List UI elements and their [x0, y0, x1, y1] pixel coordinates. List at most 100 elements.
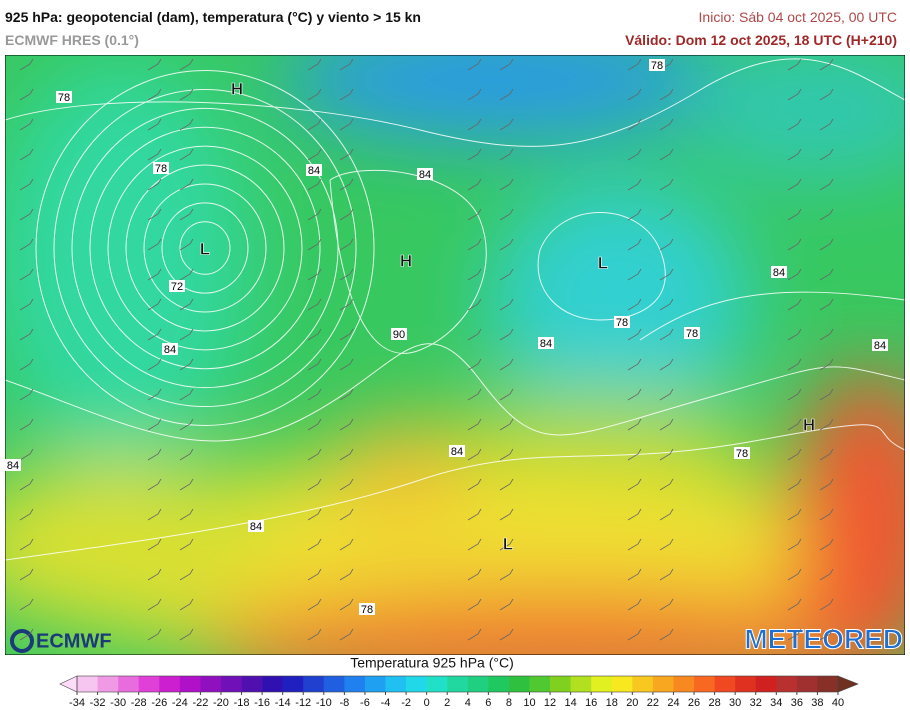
colorbar-segment	[241, 676, 263, 692]
label-bg	[649, 59, 665, 71]
colorbar-segment	[529, 676, 551, 692]
wind-barb	[307, 508, 322, 521]
contour	[537, 212, 666, 321]
wind-barb	[147, 478, 162, 491]
wind-barb	[147, 508, 162, 521]
wind-barb	[787, 178, 802, 191]
meteored-logo: METEORED	[744, 623, 903, 654]
contour-label: 78	[651, 60, 663, 72]
wind-barb	[627, 298, 642, 311]
wind-barb	[307, 328, 322, 341]
pressure-center: L	[200, 239, 210, 258]
logo-text: ECMWF	[36, 630, 112, 652]
wind-barb	[819, 478, 834, 491]
label-bg	[538, 337, 554, 349]
wind-barb	[307, 478, 322, 491]
contour-label: 84	[164, 344, 176, 356]
wind-barb	[19, 598, 34, 611]
colorbar-tick-label: 10	[523, 697, 535, 709]
pressure-center: L	[598, 253, 608, 272]
wind-barb	[659, 628, 674, 641]
colorbar-segment	[611, 676, 633, 692]
wind-barb	[147, 118, 162, 131]
wind-barb	[339, 388, 354, 401]
colorbar-tick-label: -24	[172, 697, 188, 709]
colorbar-segment	[776, 676, 798, 692]
wind-barb	[179, 328, 194, 341]
wind-barb	[819, 418, 834, 431]
contour	[329, 169, 487, 354]
wind-barb	[179, 178, 194, 191]
wind-barb	[147, 328, 162, 341]
wind-barb	[467, 148, 482, 161]
wind-barb	[467, 388, 482, 401]
contours	[5, 58, 905, 561]
colorbar-segment	[323, 676, 345, 692]
wind-barb	[147, 208, 162, 221]
wind-barb	[467, 508, 482, 521]
wind-barb	[819, 298, 834, 311]
contour-label: 84	[308, 165, 320, 177]
wind-barb	[179, 388, 194, 401]
wind-barb	[179, 88, 194, 101]
contour-label: 90	[393, 329, 405, 341]
contour-label: 78	[616, 317, 628, 329]
contour	[107, 145, 303, 351]
wind-barb	[179, 208, 194, 221]
wind-barb	[787, 598, 802, 611]
colorbar-tick-label: 38	[811, 697, 823, 709]
wind-barb	[19, 628, 34, 641]
wind-barb	[499, 508, 514, 521]
wind-barb	[627, 178, 642, 191]
colorbar-tick-label: 14	[564, 697, 576, 709]
colorbar-under	[59, 675, 78, 693]
wind-barb	[499, 448, 514, 461]
colorbar-tick-label: 6	[485, 697, 491, 709]
colorbar-tick-label: 28	[708, 697, 720, 709]
wind-barb	[467, 58, 482, 71]
colorbar-over	[837, 675, 859, 693]
contour-label: 72	[171, 281, 183, 293]
colorbar-segment	[488, 676, 510, 692]
wind-barb	[819, 538, 834, 551]
colorbar-tick-label: 12	[544, 697, 556, 709]
colorbar-tick-label: -32	[90, 697, 106, 709]
valid-time: Válido: Dom 12 oct 2025, 18 UTC (H+210)	[625, 32, 897, 48]
wind-barb	[787, 508, 802, 521]
wind-barb	[499, 118, 514, 131]
contour	[5, 424, 905, 561]
wind-barb	[819, 178, 834, 191]
wind-barb	[627, 598, 642, 611]
wind-barb	[307, 628, 322, 641]
wind-barb	[787, 538, 802, 551]
colorbar-tick-label: -16	[254, 697, 270, 709]
colorbar-tick-label: 34	[770, 697, 782, 709]
wind-barb	[499, 208, 514, 221]
wind-barb	[787, 118, 802, 131]
wind-barbs	[19, 58, 834, 641]
wind-barb	[499, 148, 514, 161]
wind-barb	[819, 388, 834, 401]
wind-barb	[19, 58, 34, 71]
wind-barb	[339, 208, 354, 221]
wind-barb	[787, 358, 802, 371]
wind-barb	[819, 118, 834, 131]
wind-barb	[147, 298, 162, 311]
wind-barb	[19, 478, 34, 491]
wind-barb	[467, 268, 482, 281]
wind-barb	[467, 328, 482, 341]
wind-barb	[499, 328, 514, 341]
colorbar-tick-label: 32	[750, 697, 762, 709]
wind-barb	[147, 388, 162, 401]
wind-barb	[467, 208, 482, 221]
wind-barb	[19, 568, 34, 581]
wind-barb	[659, 598, 674, 611]
colorbar-tick-label: -2	[401, 697, 411, 709]
contour	[125, 164, 285, 332]
colorbar-segment	[179, 676, 201, 692]
colorbar-segment	[550, 676, 571, 692]
wind-barb	[819, 268, 834, 281]
wind-barb	[307, 148, 322, 161]
wind-barb	[307, 568, 322, 581]
